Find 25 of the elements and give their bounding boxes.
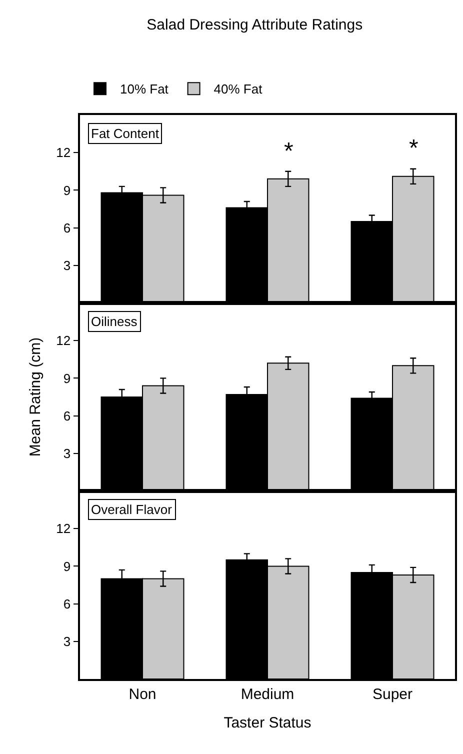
y-tick-label: 9 [63, 370, 71, 386]
y-tick-label: 3 [63, 446, 71, 461]
x-tick-label: Super [372, 686, 413, 703]
y-tick-label: 3 [63, 634, 71, 649]
x-tick-label: Medium [240, 686, 294, 703]
legend-label: 40% Fat [214, 82, 263, 97]
text: Oiliness [91, 314, 138, 329]
y-tick-label: 6 [63, 408, 71, 424]
annotation: * [409, 135, 418, 162]
x-tick-label: Non [128, 686, 156, 703]
annotation: * [284, 138, 294, 165]
y-tick-label: 9 [63, 182, 71, 198]
text: Overall Flavor [91, 502, 173, 517]
y-tick-label: 12 [56, 145, 71, 160]
y-tick-label: 12 [56, 521, 71, 536]
text: Fat Content [91, 126, 160, 141]
y-tick-label: 12 [56, 333, 71, 348]
chart-title: Salad Dressing Attribute Ratings [146, 16, 363, 34]
x-axis-title: Taster Status [224, 714, 312, 732]
y-tick-label: 6 [63, 220, 71, 236]
legend-label: 10% Fat [120, 82, 169, 97]
y-tick-label: 3 [63, 258, 71, 273]
y-tick-label: 6 [63, 596, 71, 612]
y-tick-label: 9 [63, 558, 71, 574]
y-axis-title: Mean Rating (cm) [26, 337, 44, 457]
